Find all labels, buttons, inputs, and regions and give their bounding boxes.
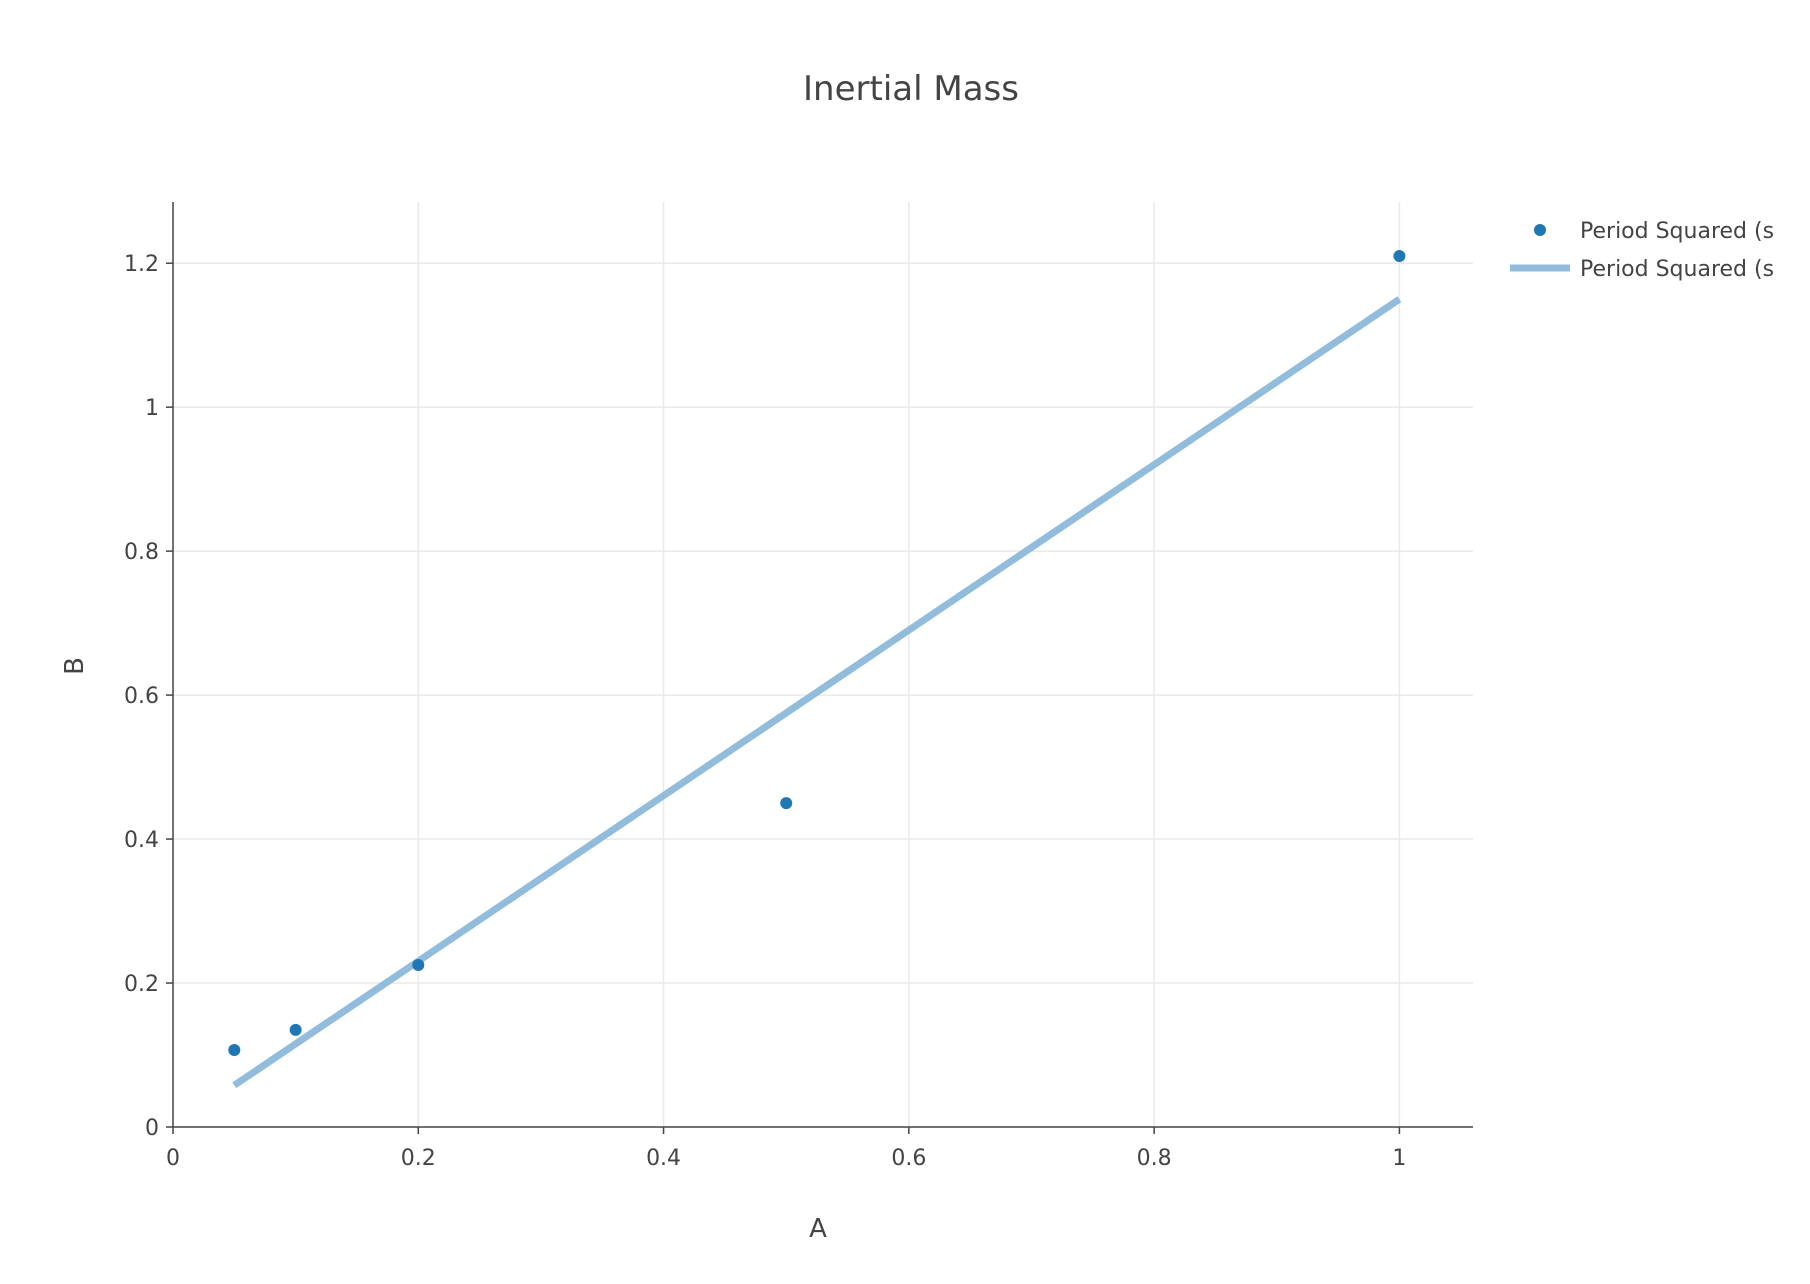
series-layer (228, 249, 1406, 1089)
y-tick-label: 1 (145, 396, 159, 421)
x-tick-label: 0.2 (401, 1146, 436, 1171)
legend-item: Period Squared (s (1534, 219, 1774, 244)
legend-marker-symbol (1534, 224, 1546, 236)
x-tick-label: 0.6 (891, 1146, 926, 1171)
y-tick-label: 0.4 (124, 828, 159, 853)
legend: Period Squared (s Period Squared (s (1510, 219, 1774, 282)
data-point (1393, 249, 1406, 262)
y-tick-label: 0.2 (124, 972, 159, 997)
x-tick-label: 1 (1392, 1146, 1406, 1171)
data-point (780, 797, 793, 810)
grid-layer (173, 202, 1473, 1127)
x-axis-title: A (809, 1214, 827, 1244)
y-tick-label: 0 (145, 1116, 159, 1141)
x-tick-label: 0.4 (646, 1146, 681, 1171)
fit-line (232, 296, 1402, 1089)
data-point (228, 1043, 241, 1056)
axes-layer (172, 202, 1473, 1128)
chart-title: Inertial Mass (803, 69, 1019, 109)
x-tick-label: 0.8 (1137, 1146, 1172, 1171)
ticks-layer: 0 0.2 0.4 0.6 0.8 1 0 0.2 0.4 0.6 0.8 1 1.2 (124, 252, 1406, 1171)
y-tick-label: 0.6 (124, 684, 159, 709)
data-point (289, 1023, 302, 1036)
y-tick-label: 1.2 (124, 252, 159, 277)
y-tick-label: 0.8 (124, 540, 159, 565)
legend-item: Period Squared (s (1510, 257, 1774, 282)
y-axis-title: B (60, 657, 90, 675)
legend-label: Period Squared (s (1580, 257, 1774, 282)
legend-label: Period Squared (s (1580, 219, 1774, 244)
x-tick-label: 0 (166, 1146, 180, 1171)
data-point (412, 959, 425, 972)
